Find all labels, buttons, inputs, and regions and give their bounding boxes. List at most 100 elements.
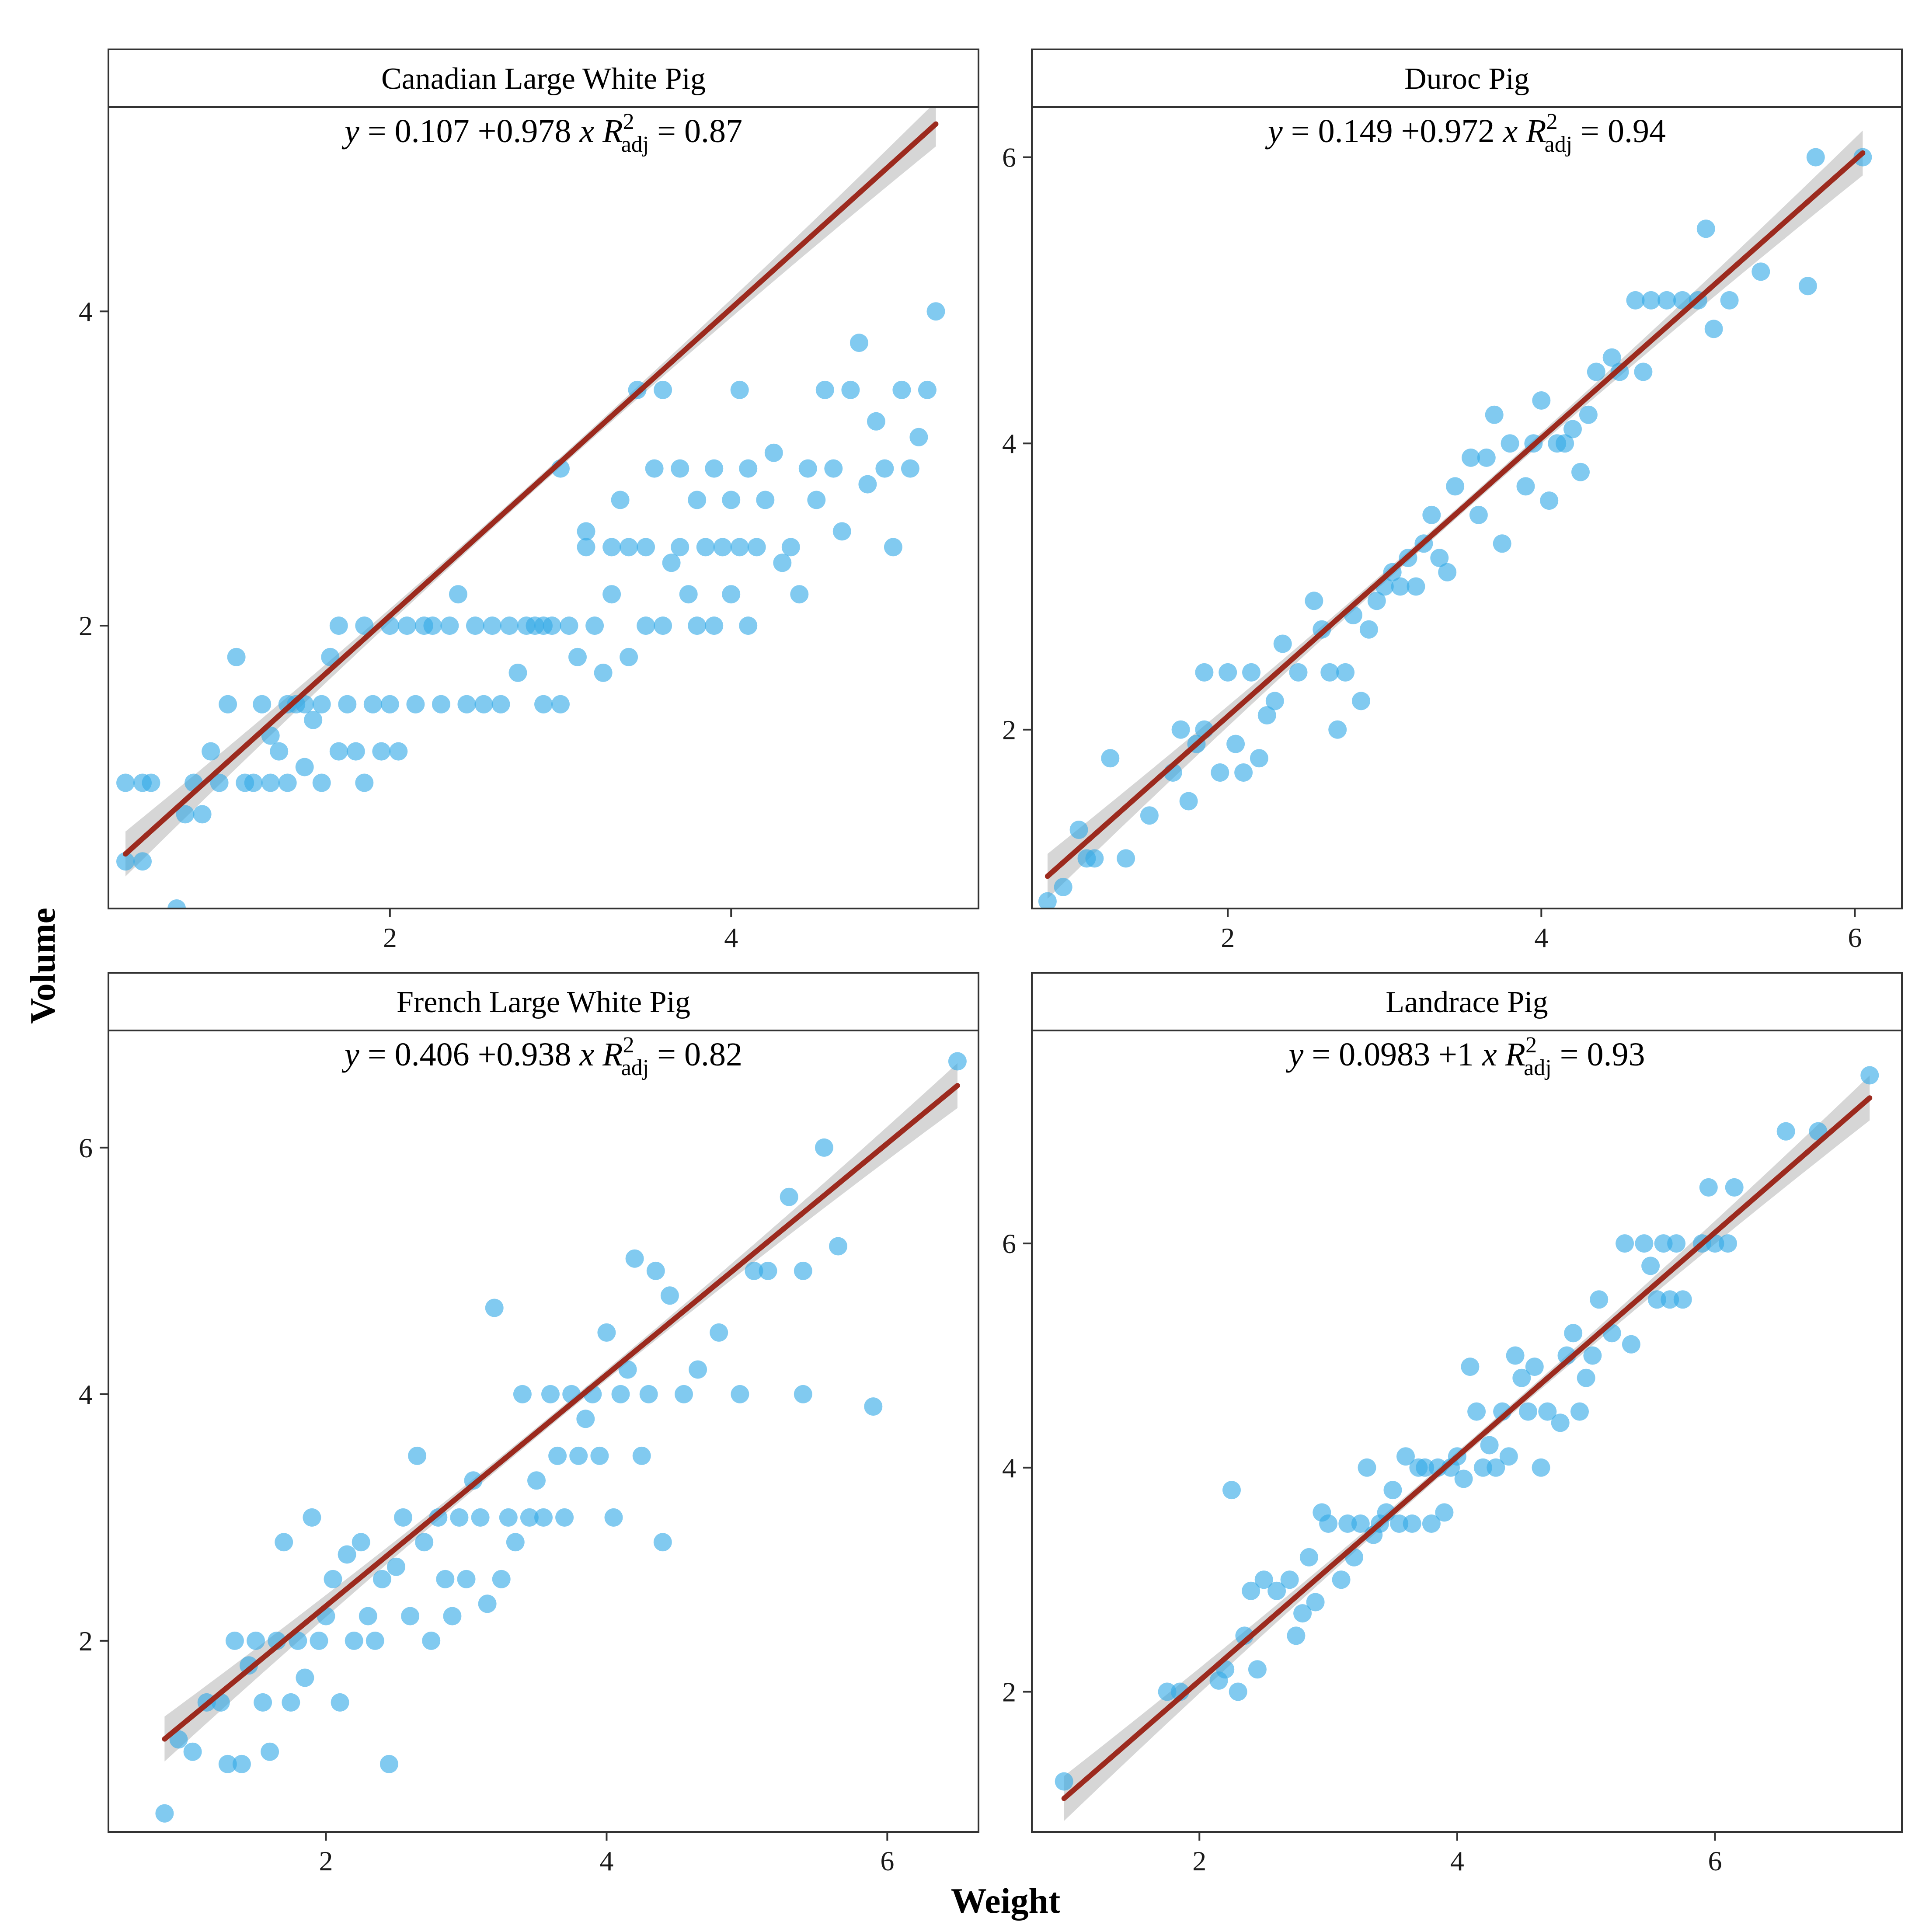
- data-point: [611, 491, 630, 509]
- y-tick-label: 4: [79, 1379, 93, 1410]
- data-point: [1532, 391, 1551, 410]
- data-point: [1673, 1290, 1692, 1309]
- data-point: [324, 1570, 342, 1588]
- data-point: [1229, 1682, 1247, 1701]
- data-point: [1626, 291, 1645, 310]
- data-point: [1556, 434, 1574, 453]
- regression-equation: y = 0.149 +0.972 x R2 adj = 0.94: [1265, 109, 1666, 157]
- data-point: [739, 616, 758, 635]
- x-tick-label: 4: [599, 1845, 613, 1876]
- data-point: [618, 1360, 637, 1379]
- data-point: [116, 852, 135, 871]
- y-axis-title: Volume: [23, 908, 63, 1024]
- data-point: [645, 459, 664, 478]
- regression-equation: y = 0.0983 +1 x R2 adj = 0.93: [1285, 1033, 1645, 1080]
- data-point: [1622, 1335, 1640, 1354]
- data-point: [696, 538, 715, 557]
- data-point: [1454, 1469, 1473, 1488]
- data-point: [1506, 1346, 1525, 1365]
- y-tick-label: 2: [1002, 714, 1016, 745]
- data-point: [449, 585, 467, 604]
- data-point: [781, 538, 800, 557]
- data-point: [329, 616, 348, 635]
- data-point: [1487, 1458, 1505, 1477]
- data-point: [1438, 563, 1457, 581]
- data-point: [590, 1446, 609, 1465]
- regression-equation: y = 0.406 +0.938 x R2 adj = 0.82: [341, 1033, 742, 1080]
- data-point: [858, 475, 877, 494]
- data-point: [780, 1187, 798, 1206]
- data-point: [218, 1754, 237, 1773]
- data-point: [1538, 1402, 1557, 1421]
- data-point: [244, 773, 263, 792]
- data-point: [807, 491, 826, 509]
- data-point: [1117, 849, 1135, 868]
- data-point: [759, 1261, 777, 1280]
- data-point: [254, 1693, 272, 1712]
- data-point: [660, 1286, 679, 1305]
- data-point: [815, 1138, 833, 1157]
- plot-area: [1038, 130, 1872, 909]
- regression-line: [162, 1083, 960, 1742]
- data-point: [1462, 448, 1480, 467]
- data-point: [705, 459, 724, 478]
- data-point: [116, 773, 135, 792]
- data-point: [577, 538, 595, 557]
- data-point: [1273, 634, 1292, 653]
- data-point: [1069, 821, 1088, 839]
- data-point: [457, 695, 476, 714]
- data-point: [1473, 1458, 1492, 1477]
- data-point: [202, 742, 220, 761]
- data-point: [620, 538, 638, 557]
- data-point: [560, 616, 578, 635]
- data-point: [1242, 1581, 1260, 1600]
- data-point: [440, 616, 459, 635]
- data-point: [270, 742, 289, 761]
- data-point: [423, 616, 442, 635]
- data-point: [585, 616, 604, 635]
- y-tick-label: 4: [1002, 428, 1016, 459]
- data-point: [1358, 1458, 1376, 1477]
- data-point: [1499, 1447, 1518, 1466]
- data-point: [1751, 262, 1770, 281]
- data-point: [790, 585, 809, 604]
- data-point: [1248, 1660, 1267, 1679]
- data-point: [261, 1742, 279, 1761]
- panel-border: [1031, 1030, 1903, 1833]
- panel-strip: [108, 972, 979, 1031]
- data-point: [372, 742, 391, 761]
- data-point: [1720, 291, 1739, 310]
- data-point: [310, 1631, 328, 1650]
- data-point: [597, 1323, 616, 1342]
- data-point: [1320, 663, 1339, 682]
- data-point: [219, 695, 237, 714]
- plot-area: [1055, 1066, 1879, 1821]
- data-point: [1257, 706, 1276, 725]
- data-point: [1403, 1514, 1421, 1533]
- data-point: [1242, 663, 1260, 682]
- regression-line: [1045, 150, 1866, 879]
- data-point: [296, 1668, 314, 1687]
- data-point: [457, 1570, 476, 1588]
- data-point: [1299, 1548, 1318, 1566]
- data-point: [466, 616, 484, 635]
- data-point: [436, 1570, 455, 1588]
- data-point: [892, 380, 911, 399]
- data-point: [1654, 1234, 1673, 1253]
- data-point: [329, 742, 348, 761]
- data-point: [1158, 1682, 1177, 1701]
- data-point: [671, 459, 689, 478]
- data-point: [555, 1508, 574, 1527]
- y-tick-label: 2: [79, 610, 93, 641]
- data-point: [841, 380, 860, 399]
- data-point: [506, 1533, 525, 1552]
- data-point: [637, 538, 655, 557]
- regression-line: [123, 121, 939, 857]
- panel-strip: [1031, 49, 1903, 108]
- panel-title: Landrace Pig: [1386, 985, 1548, 1019]
- data-point: [303, 1508, 321, 1527]
- data-point: [815, 380, 834, 399]
- data-point: [1391, 577, 1410, 596]
- data-point: [794, 1385, 812, 1403]
- panel-border: [1031, 106, 1903, 909]
